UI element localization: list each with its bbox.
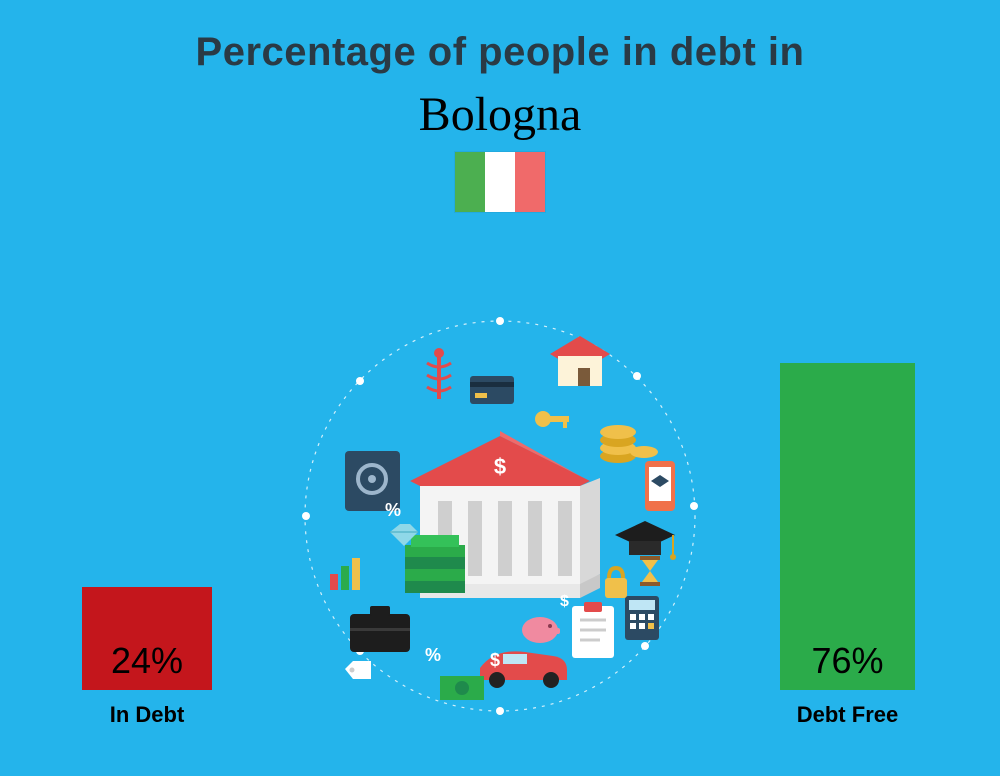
bar-value: 76% xyxy=(811,640,883,682)
finance-illustration: $ xyxy=(290,306,710,726)
key-icon xyxy=(535,411,569,428)
money-stack-icon xyxy=(405,535,465,593)
calculator-icon xyxy=(625,596,659,640)
coins-icon xyxy=(600,425,658,463)
tag-icon xyxy=(345,661,371,679)
phone-icon xyxy=(645,461,675,511)
svg-text:$: $ xyxy=(494,454,506,479)
svg-text:$: $ xyxy=(490,650,500,670)
bar-rect: 24% xyxy=(82,587,212,690)
bar-label: Debt Free xyxy=(797,702,898,728)
flag-stripe-white xyxy=(485,152,515,212)
svg-text:$: $ xyxy=(560,593,569,610)
page-title: Percentage of people in debt in xyxy=(0,0,1000,75)
grad-cap-icon xyxy=(615,521,676,560)
piggy-bank-icon xyxy=(522,617,560,643)
bar-label: In Debt xyxy=(110,702,185,728)
flag-stripe-red xyxy=(515,152,545,212)
svg-text:%: % xyxy=(425,645,441,665)
bar-in-debt: 24% In Debt xyxy=(82,587,212,728)
lock-icon xyxy=(605,568,627,598)
credit-card-icon xyxy=(470,376,514,404)
cash-bill-icon xyxy=(440,676,484,700)
page-subtitle: Bologna xyxy=(0,87,1000,142)
clipboard-icon xyxy=(572,602,614,658)
bar-value: 24% xyxy=(111,640,183,682)
chart-icon xyxy=(330,558,360,590)
italy-flag-icon xyxy=(455,152,545,212)
svg-text:%: % xyxy=(385,500,401,520)
hourglass-icon xyxy=(640,556,660,586)
chart-area: $ xyxy=(0,256,1000,776)
flag-stripe-green xyxy=(455,152,485,212)
briefcase-icon xyxy=(350,606,410,652)
caduceus-icon xyxy=(427,348,451,399)
bar-debt-free: 76% Debt Free xyxy=(780,363,915,728)
house-icon xyxy=(550,336,610,386)
bar-rect: 76% xyxy=(780,363,915,690)
